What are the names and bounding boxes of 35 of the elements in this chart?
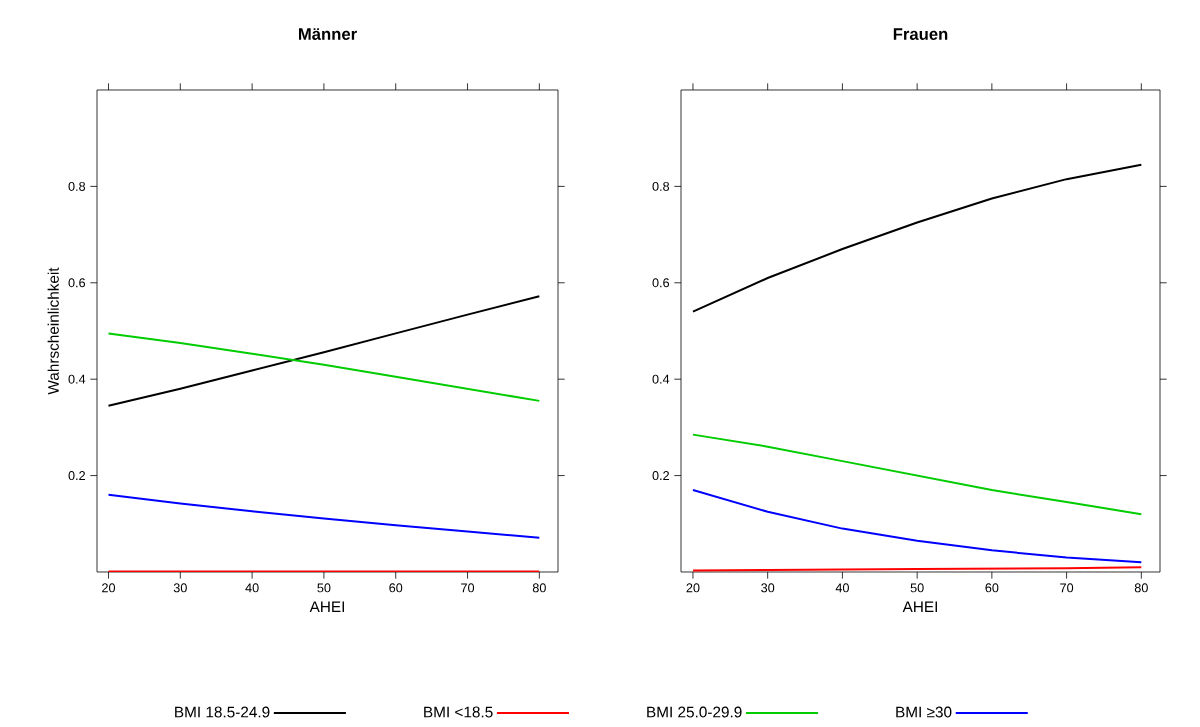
y-axis-title: Wahrscheinlichkeit xyxy=(47,267,59,395)
legend-label: BMI 18.5-24.9 xyxy=(175,706,270,718)
y-tick-label: 0.8 xyxy=(68,181,86,191)
legend-label: BMI <18.5 xyxy=(424,706,493,718)
x-tick-label: 60 xyxy=(985,583,999,593)
y-tick-label: 0.6 xyxy=(68,278,86,288)
y-tick-label: 0.4 xyxy=(68,374,86,384)
x-tick-label: 70 xyxy=(461,583,475,593)
x-tick-label: 70 xyxy=(1060,583,1074,593)
y-tick-label: 0.6 xyxy=(652,278,670,288)
x-tick-label: 30 xyxy=(761,583,775,593)
chart-title: Frauen xyxy=(893,28,948,40)
x-tick-label: 30 xyxy=(173,583,187,593)
x-tick-label: 50 xyxy=(910,583,924,593)
x-tick-label: 60 xyxy=(389,583,403,593)
legend-label: BMI ≥30 xyxy=(896,706,952,718)
x-tick-label: 20 xyxy=(686,583,700,593)
y-tick-label: 0.2 xyxy=(68,471,85,481)
y-tick-label: 0.4 xyxy=(652,374,670,384)
x-tick-label: 80 xyxy=(532,583,546,593)
line-series xyxy=(691,489,1143,564)
x-tick-label: 50 xyxy=(317,583,331,593)
line-series xyxy=(107,493,541,539)
legend-label: BMI 25.0-29.9 xyxy=(647,706,742,718)
x-tick-label: 20 xyxy=(102,583,116,593)
x-tick-label: 40 xyxy=(835,583,849,593)
x-tick-label: 40 xyxy=(245,583,259,593)
y-tick-label: 0.8 xyxy=(652,181,670,191)
x-tick-label: 80 xyxy=(1134,583,1148,593)
line-series xyxy=(691,163,1143,313)
chart-title: Männer xyxy=(298,28,357,40)
line-series xyxy=(107,295,541,407)
x-axis-title: AHEI xyxy=(309,601,344,613)
y-tick-label: 0.2 xyxy=(652,471,669,481)
x-axis-title: AHEI xyxy=(902,601,937,613)
